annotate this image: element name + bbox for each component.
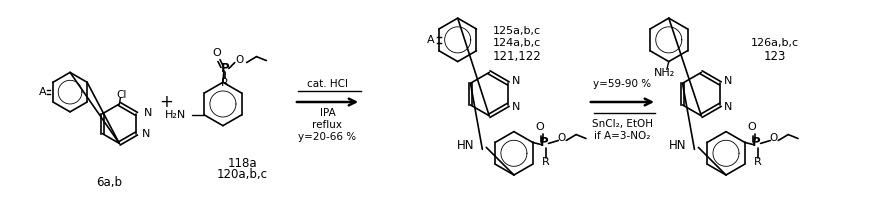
Text: N: N (512, 76, 520, 86)
Text: P: P (753, 136, 761, 149)
Text: IPA: IPA (320, 108, 335, 118)
Text: H₂N: H₂N (165, 110, 186, 120)
Text: P: P (220, 62, 229, 75)
Text: 124a,b,c: 124a,b,c (493, 38, 541, 48)
Text: R: R (753, 157, 761, 167)
Text: 118a: 118a (228, 157, 258, 170)
Text: cat. HCl: cat. HCl (307, 79, 348, 89)
Text: O: O (557, 133, 565, 143)
Text: 120a,b,c: 120a,b,c (217, 169, 268, 182)
Text: R: R (542, 157, 550, 167)
Text: 123: 123 (764, 50, 787, 63)
Text: A: A (38, 87, 46, 97)
Text: N: N (724, 102, 733, 112)
Text: 125a,b,c: 125a,b,c (493, 26, 541, 36)
Text: P: P (540, 136, 549, 149)
Text: O: O (235, 55, 244, 65)
Text: y=20-66 %: y=20-66 % (299, 132, 356, 142)
Text: reflux: reflux (313, 120, 342, 130)
Text: N: N (145, 108, 152, 118)
Text: y=59-90 %: y=59-90 % (593, 79, 652, 89)
Text: 126a,b,c: 126a,b,c (752, 38, 800, 48)
Text: O: O (536, 122, 544, 132)
Text: if A=3-NO₂: if A=3-NO₂ (594, 131, 651, 141)
Text: 6a,b: 6a,b (97, 176, 123, 189)
Text: HN: HN (669, 139, 686, 152)
Text: SnCl₂, EtOH: SnCl₂, EtOH (592, 119, 653, 129)
Text: HN: HN (457, 139, 475, 152)
Text: N: N (724, 76, 733, 86)
Text: N: N (512, 102, 520, 112)
Text: Cl: Cl (116, 90, 126, 100)
Text: 121,122: 121,122 (492, 50, 541, 63)
Text: N: N (142, 129, 151, 139)
Text: NH₂: NH₂ (654, 68, 675, 78)
Text: O: O (213, 48, 221, 58)
Text: O: O (769, 133, 778, 143)
Text: +: + (159, 93, 172, 111)
Text: O: O (747, 122, 756, 132)
Text: A: A (427, 35, 435, 45)
Text: R: R (221, 78, 229, 88)
